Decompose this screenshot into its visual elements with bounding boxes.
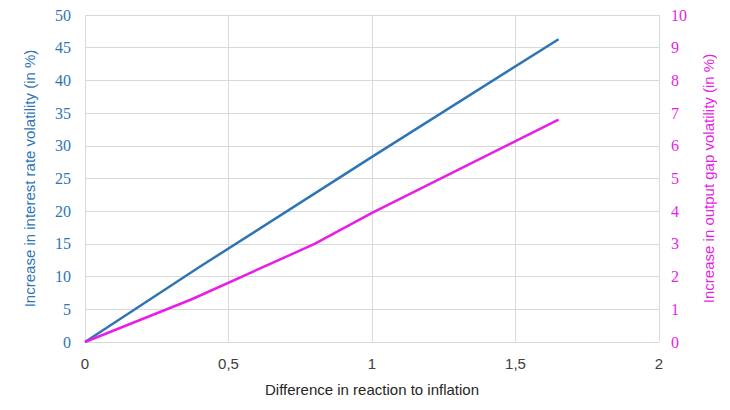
- svg-text:2: 2: [655, 355, 663, 372]
- svg-text:0: 0: [63, 334, 71, 351]
- svg-text:Increase in interest rate vola: Increase in interest rate volatility (in…: [21, 50, 38, 308]
- svg-text:5: 5: [63, 301, 71, 318]
- svg-text:40: 40: [55, 72, 71, 89]
- svg-text:6: 6: [671, 137, 679, 154]
- svg-text:0: 0: [671, 334, 679, 351]
- svg-text:4: 4: [671, 203, 679, 220]
- svg-text:5: 5: [671, 170, 679, 187]
- svg-text:30: 30: [55, 137, 71, 154]
- svg-text:1: 1: [671, 301, 679, 318]
- svg-text:1,5: 1,5: [505, 355, 526, 372]
- svg-text:0: 0: [81, 355, 89, 372]
- svg-text:9: 9: [671, 39, 679, 56]
- svg-text:3: 3: [671, 235, 679, 252]
- svg-text:7: 7: [671, 105, 679, 122]
- svg-text:20: 20: [55, 203, 71, 220]
- svg-text:2: 2: [671, 268, 679, 285]
- svg-text:10: 10: [671, 7, 687, 24]
- svg-text:25: 25: [55, 170, 71, 187]
- svg-text:45: 45: [55, 39, 71, 56]
- svg-text:1: 1: [368, 355, 376, 372]
- svg-text:8: 8: [671, 72, 679, 89]
- svg-text:Difference in reaction to infl: Difference in reaction to inflation: [265, 381, 479, 398]
- svg-text:Increase in output gap volatil: Increase in output gap volatility (in %): [700, 54, 717, 303]
- svg-text:15: 15: [55, 235, 71, 252]
- svg-text:35: 35: [55, 105, 71, 122]
- svg-text:10: 10: [55, 268, 71, 285]
- svg-text:0,5: 0,5: [218, 355, 239, 372]
- svg-text:50: 50: [55, 7, 71, 24]
